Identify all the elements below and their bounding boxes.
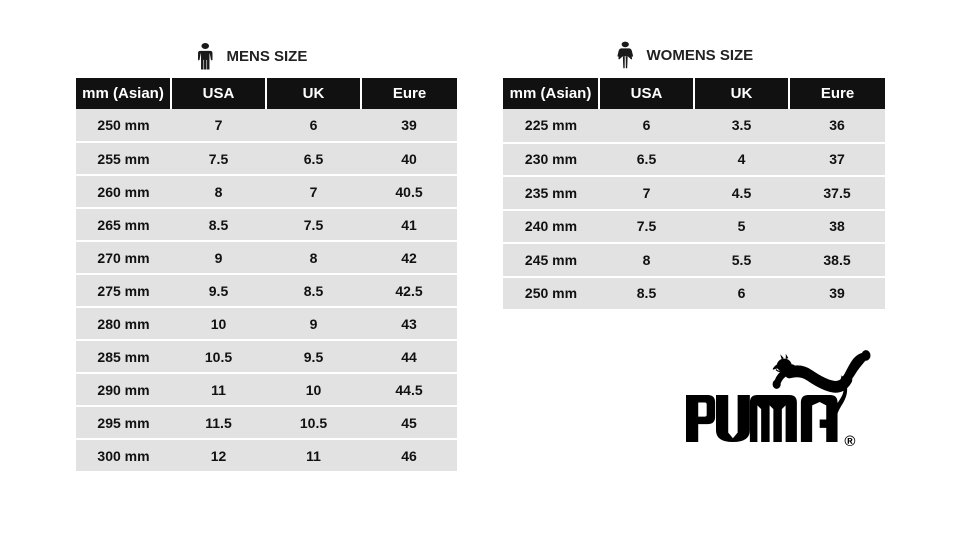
svg-text:®: ® (844, 433, 855, 450)
